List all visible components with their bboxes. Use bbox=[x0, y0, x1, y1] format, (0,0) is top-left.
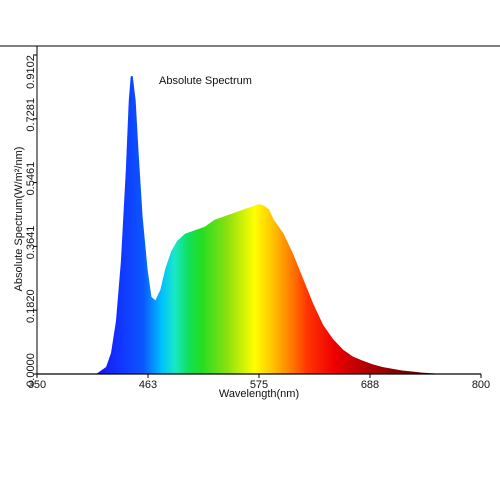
y-axis-ticks: 0.0000 0.1820 0.3641 0.5461 0.7281 0.9102 bbox=[25, 54, 37, 387]
x-tick-label: 350 bbox=[28, 379, 46, 391]
chart-title: Absolute Spectrum bbox=[159, 75, 252, 87]
x-axis-title: Wavelength(nm) bbox=[219, 388, 299, 400]
y-axis-title: Absolute Spectrum(W/m²/nm) bbox=[13, 147, 25, 292]
x-tick-label: 688 bbox=[361, 379, 379, 391]
y-tick-label: 0.1820 bbox=[25, 289, 37, 323]
x-tick-label: 575 bbox=[250, 379, 268, 391]
x-tick-label: 800 bbox=[472, 379, 490, 391]
y-tick-label: 0.7281 bbox=[25, 98, 37, 132]
y-tick-label: 0.3641 bbox=[25, 226, 37, 260]
spectrum-area bbox=[37, 76, 481, 374]
plot-area bbox=[37, 76, 481, 374]
y-tick-label: 0.0000 bbox=[25, 353, 37, 387]
y-tick-label: 0.5461 bbox=[25, 162, 37, 196]
x-tick-label: 463 bbox=[139, 379, 157, 391]
x-axis-ticks: 350 463 575 688 800 bbox=[28, 374, 490, 391]
y-tick-label: 0.9102 bbox=[25, 55, 37, 89]
